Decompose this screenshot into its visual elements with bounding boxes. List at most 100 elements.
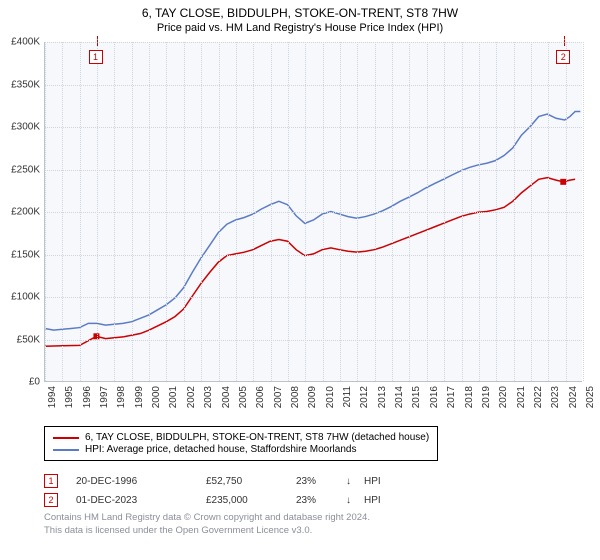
gridline-v (323, 42, 324, 381)
y-axis-label: £400K (11, 37, 40, 48)
transaction-marker-1: 1 (44, 474, 58, 488)
gridline-v (288, 42, 289, 381)
gridline-v (45, 42, 46, 381)
transaction-price: £52,750 (206, 476, 296, 487)
transaction-marker-2: 2 (44, 493, 58, 507)
legend-label-hpi: HPI: Average price, detached house, Staf… (85, 444, 356, 455)
gridline-v (531, 42, 532, 381)
gridline-v (514, 42, 515, 381)
gridline-v (409, 42, 410, 381)
x-axis-label: 1998 (116, 386, 127, 408)
x-axis-label: 2008 (290, 386, 301, 408)
gridline-v (462, 42, 463, 381)
gridline-v (62, 42, 63, 381)
gridline-v (114, 42, 115, 381)
y-axis-label: £100K (11, 292, 40, 303)
transaction-row: 1 20-DEC-1996 £52,750 23% ↓ HPI (44, 473, 404, 489)
gridline-h (45, 42, 582, 43)
gridline-v (444, 42, 445, 381)
x-axis-label: 2010 (325, 386, 336, 408)
x-axis-label: 2011 (342, 386, 353, 408)
gridline-v (132, 42, 133, 381)
x-axis-label: 2018 (464, 386, 475, 408)
x-axis-label: 2020 (498, 386, 509, 408)
y-axis-label: £200K (11, 207, 40, 218)
chart-marker-1: 1 (89, 50, 103, 64)
title-block: 6, TAY CLOSE, BIDDULPH, STOKE-ON-TRENT, … (0, 0, 600, 34)
gridline-h (45, 127, 582, 128)
x-axis-label: 2025 (585, 386, 596, 408)
legend-label-price-paid: 6, TAY CLOSE, BIDDULPH, STOKE-ON-TRENT, … (85, 432, 429, 443)
y-axis-label: £150K (11, 249, 40, 260)
legend-row: 6, TAY CLOSE, BIDDULPH, STOKE-ON-TRENT, … (53, 432, 429, 443)
gridline-v (305, 42, 306, 381)
y-axis-label: £50K (17, 334, 40, 345)
gridline-v (479, 42, 480, 381)
y-axis-label: £350K (11, 79, 40, 90)
down-arrow-icon: ↓ (346, 476, 364, 487)
legend-row: HPI: Average price, detached house, Staf… (53, 444, 429, 455)
footnote-line1: Contains HM Land Registry data © Crown c… (44, 512, 370, 525)
x-axis-label: 2009 (307, 386, 318, 408)
chart-container: 6, TAY CLOSE, BIDDULPH, STOKE-ON-TRENT, … (0, 0, 600, 560)
gridline-v (166, 42, 167, 381)
legend-box: 6, TAY CLOSE, BIDDULPH, STOKE-ON-TRENT, … (44, 426, 438, 461)
y-axis-label: £0 (29, 377, 40, 388)
x-axis-label: 1994 (47, 386, 58, 408)
x-axis-label: 2016 (429, 386, 440, 408)
gridline-v (219, 42, 220, 381)
transaction-pct: 23% (296, 495, 346, 506)
gridline-v (271, 42, 272, 381)
gridline-h (45, 297, 582, 298)
x-axis-label: 1997 (99, 386, 110, 408)
x-axis-label: 1995 (64, 386, 75, 408)
marker-tick (97, 36, 98, 46)
gridline-v (375, 42, 376, 381)
x-axis-label: 2000 (151, 386, 162, 408)
x-axis-label: 2017 (446, 386, 457, 408)
x-axis-label: 2002 (186, 386, 197, 408)
footnote-line2: This data is licensed under the Open Gov… (44, 525, 370, 538)
gridline-v (149, 42, 150, 381)
x-axis-label: 2024 (568, 386, 579, 408)
gridline-v (184, 42, 185, 381)
gridline-h (45, 340, 582, 341)
x-axis-label: 2021 (516, 386, 527, 408)
transaction-date: 20-DEC-1996 (76, 476, 206, 487)
x-axis-label: 2004 (221, 386, 232, 408)
plot-area (44, 42, 582, 382)
chart-subtitle: Price paid vs. HM Land Registry's House … (0, 22, 600, 34)
gridline-v (392, 42, 393, 381)
gridline-v (97, 42, 98, 381)
gridline-h (45, 170, 582, 171)
chart-title-address: 6, TAY CLOSE, BIDDULPH, STOKE-ON-TRENT, … (0, 6, 600, 20)
x-axis-label: 1999 (134, 386, 145, 408)
x-axis-label: 2006 (255, 386, 266, 408)
x-axis-label: 2012 (359, 386, 370, 408)
transaction-pct: 23% (296, 476, 346, 487)
gridline-v (253, 42, 254, 381)
x-axis-label: 2023 (550, 386, 561, 408)
transaction-row: 2 01-DEC-2023 £235,000 23% ↓ HPI (44, 492, 404, 508)
transaction-date: 01-DEC-2023 (76, 495, 206, 506)
x-axis-label: 1996 (82, 386, 93, 408)
transaction-table: 1 20-DEC-1996 £52,750 23% ↓ HPI 2 01-DEC… (44, 470, 404, 511)
gridline-v (340, 42, 341, 381)
gridline-v (357, 42, 358, 381)
legend-swatch-hpi (53, 449, 79, 451)
gridline-v (548, 42, 549, 381)
gridline-v (583, 42, 584, 381)
gridline-h (45, 255, 582, 256)
x-axis-label: 2015 (411, 386, 422, 408)
x-axis-label: 2007 (273, 386, 284, 408)
x-axis-label: 2022 (533, 386, 544, 408)
gridline-v (201, 42, 202, 381)
chart-marker-2: 2 (556, 50, 570, 64)
gridline-v (427, 42, 428, 381)
x-axis-label: 2019 (481, 386, 492, 408)
x-axis-label: 2014 (394, 386, 405, 408)
gridline-h (45, 212, 582, 213)
y-axis-label: £250K (11, 164, 40, 175)
footnote: Contains HM Land Registry data © Crown c… (44, 512, 370, 538)
x-axis-label: 2003 (203, 386, 214, 408)
